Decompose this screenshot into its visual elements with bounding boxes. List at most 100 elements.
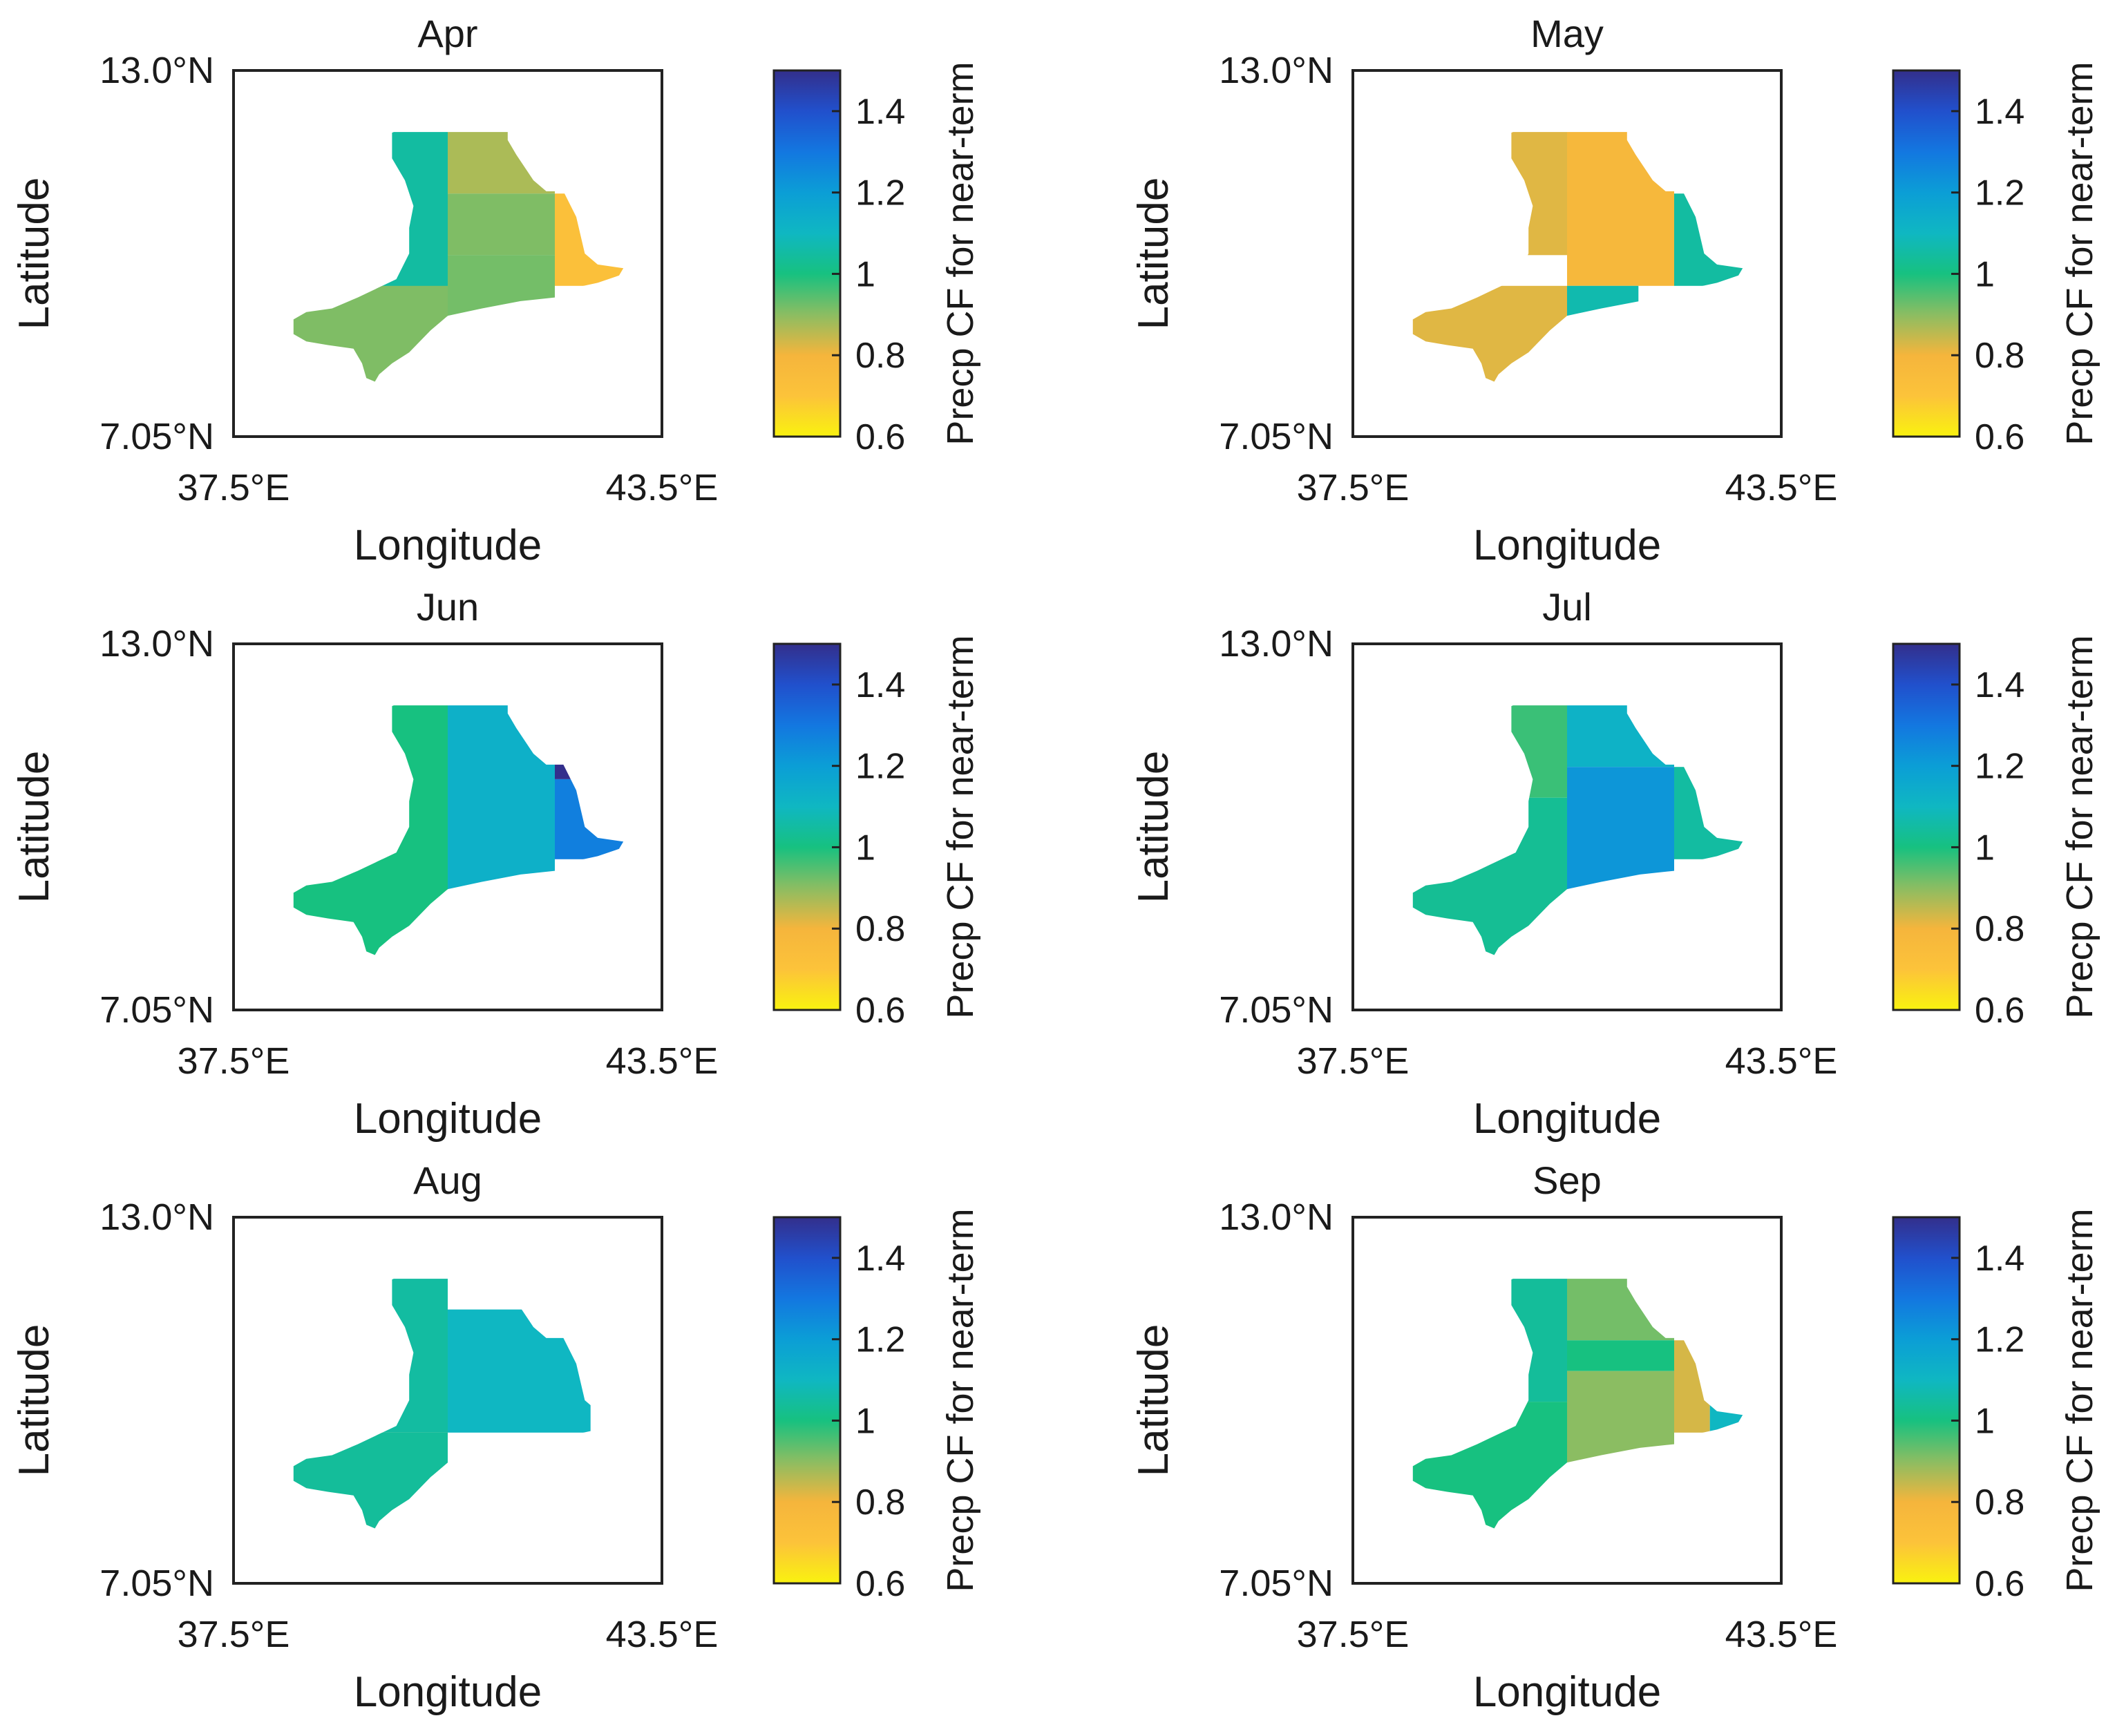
x-tick-label-right: 43.5°E xyxy=(1725,1040,1838,1082)
colorbar-label: Precp CF for near-term xyxy=(940,1208,981,1592)
map-frame xyxy=(1351,1216,1783,1585)
colorbar-tick-label: 0.6 xyxy=(1975,1564,2024,1604)
y-tick-label-bottom: 7.05°N xyxy=(99,416,214,457)
grid-cell xyxy=(1567,1279,1674,1341)
colorbar-tick-label: 1 xyxy=(1975,254,1995,294)
colorbar xyxy=(774,644,840,1010)
colorbar-tick-label: 1 xyxy=(1975,1401,1995,1441)
colorbar-tick-label: 1.2 xyxy=(855,747,905,787)
panel-title: Jul xyxy=(1542,585,1592,629)
y-tick-label-bottom: 7.05°N xyxy=(1219,1563,1334,1604)
grid-cell xyxy=(448,1309,591,1433)
grid-cell xyxy=(376,1279,448,1433)
panel-title: Jun xyxy=(417,585,479,629)
colorbar xyxy=(1893,70,1960,437)
colorbar-frame xyxy=(1892,642,1961,1011)
grid-cell xyxy=(1567,767,1674,890)
grid-cell xyxy=(555,779,624,859)
colorbar-tick-label: 1.4 xyxy=(1975,1239,2024,1279)
colorbar-tick-label: 1.4 xyxy=(1975,665,2024,705)
grid-cell xyxy=(1567,705,1674,767)
grid-cell xyxy=(1709,1402,1743,1433)
colorbar-frame xyxy=(1892,69,1961,438)
colorbar-tick-label: 1.4 xyxy=(855,1239,905,1279)
grid-cell xyxy=(1567,1371,1674,1464)
x-tick-label-right: 43.5°E xyxy=(606,1040,719,1082)
grid-cell xyxy=(1674,1340,1710,1433)
grid-cell xyxy=(1495,705,1567,798)
y-tick-label-bottom: 7.05°N xyxy=(99,1563,214,1604)
panel-title: Aug xyxy=(413,1158,482,1202)
colorbar-label: Precp CF for near-term xyxy=(2059,1208,2100,1592)
colorbar-tick-label: 1.4 xyxy=(855,92,905,132)
y-tick-label-bottom: 7.05°N xyxy=(1219,989,1334,1031)
grid-cell xyxy=(1567,285,1639,347)
map-panel-jul: Jul 13.0°N 7.05°N 37.5°E 43.5°E Longitude Lati… xyxy=(1130,585,2100,1143)
basin-cells xyxy=(1412,705,1743,955)
colorbar-tick-label: 1.2 xyxy=(1975,747,2024,787)
grid-cell xyxy=(293,285,448,382)
grid-cell xyxy=(1567,132,1674,286)
colorbar-tick-label: 0.8 xyxy=(1975,336,2024,376)
colorbar-label: Precp CF for near-term xyxy=(2059,61,2100,445)
y-tick-label-top: 13.0°N xyxy=(1219,1196,1334,1238)
grid-cell xyxy=(293,859,448,955)
x-tick-label-left: 37.5°E xyxy=(178,1040,290,1082)
x-tick-label-right: 43.5°E xyxy=(1725,1614,1838,1655)
colorbar-frame xyxy=(772,642,842,1011)
colorbar-tick-label: 1.2 xyxy=(1975,173,2024,213)
map-frame xyxy=(1351,69,1783,438)
x-tick-label-left: 37.5°E xyxy=(178,467,290,508)
x-tick-label-left: 37.5°E xyxy=(178,1614,290,1655)
y-tick-label-top: 13.0°N xyxy=(1219,50,1334,91)
colorbar-label: Precp CF for near-term xyxy=(2059,635,2100,1018)
y-tick-label-top: 13.0°N xyxy=(99,50,214,91)
x-tick-label-left: 37.5°E xyxy=(1297,1040,1410,1082)
basin-cells xyxy=(1412,1279,1743,1529)
x-tick-label-left: 37.5°E xyxy=(1297,1614,1410,1655)
colorbar-frame xyxy=(772,1216,842,1585)
colorbar-frame xyxy=(772,69,842,438)
grid-cell xyxy=(1495,1279,1567,1402)
grid-cell xyxy=(1674,767,1743,859)
colorbar-tick-label: 1.2 xyxy=(1975,1320,2024,1360)
grid-cell xyxy=(1495,132,1567,256)
y-axis-label: Latitude xyxy=(1130,751,1177,904)
colorbar-tick-label: 0.8 xyxy=(855,336,905,376)
map-panel-may: May 13.0°N 7.05°N 37.5°E 43.5°E Longitude Lati… xyxy=(1130,12,2100,569)
basin-cells xyxy=(293,1279,591,1529)
x-tick-label-right: 43.5°E xyxy=(606,1614,719,1655)
colorbar xyxy=(1893,1217,1960,1583)
grid-cell xyxy=(1412,1402,1567,1529)
x-axis-label: Longitude xyxy=(354,1095,542,1143)
colorbar-tick-label: 0.8 xyxy=(1975,1482,2024,1523)
colorbar-tick-label: 0.6 xyxy=(855,417,905,457)
map-panel-apr: Apr 13.0°N 7.05°N 37.5°E 43.5°E Longitude Lati… xyxy=(10,12,981,569)
y-tick-label-bottom: 7.05°N xyxy=(99,989,214,1031)
colorbar-frame xyxy=(1892,1216,1961,1585)
map-frame xyxy=(232,69,663,438)
colorbar-tick-label: 1.4 xyxy=(855,665,905,705)
map-frame xyxy=(1351,642,1783,1011)
grid-cell xyxy=(1412,285,1567,382)
x-axis-label: Longitude xyxy=(1473,1668,1661,1716)
grid-cell xyxy=(448,132,555,194)
y-axis-label: Latitude xyxy=(1130,178,1177,330)
panel-title: Sep xyxy=(1533,1158,1602,1202)
y-axis-label: Latitude xyxy=(1130,1324,1177,1477)
colorbar-tick-label: 0.8 xyxy=(855,1482,905,1523)
map-frame xyxy=(232,642,663,1011)
basin-cells xyxy=(293,705,624,955)
panel-title: Apr xyxy=(417,12,477,55)
map-panel-jun: Jun 13.0°N 7.05°N 37.5°E 43.5°E Longitude Lati… xyxy=(10,585,981,1143)
x-tick-label-right: 43.5°E xyxy=(1725,467,1838,508)
x-axis-label: Longitude xyxy=(354,1668,542,1716)
x-axis-label: Longitude xyxy=(1473,522,1661,569)
colorbar-tick-label: 1 xyxy=(855,254,875,294)
y-tick-label-bottom: 7.05°N xyxy=(1219,416,1334,457)
grid-cell xyxy=(1567,890,1618,921)
colorbar-tick-label: 0.8 xyxy=(855,909,905,949)
colorbar-label: Precp CF for near-term xyxy=(940,635,981,1018)
colorbar-tick-label: 1.2 xyxy=(855,173,905,213)
